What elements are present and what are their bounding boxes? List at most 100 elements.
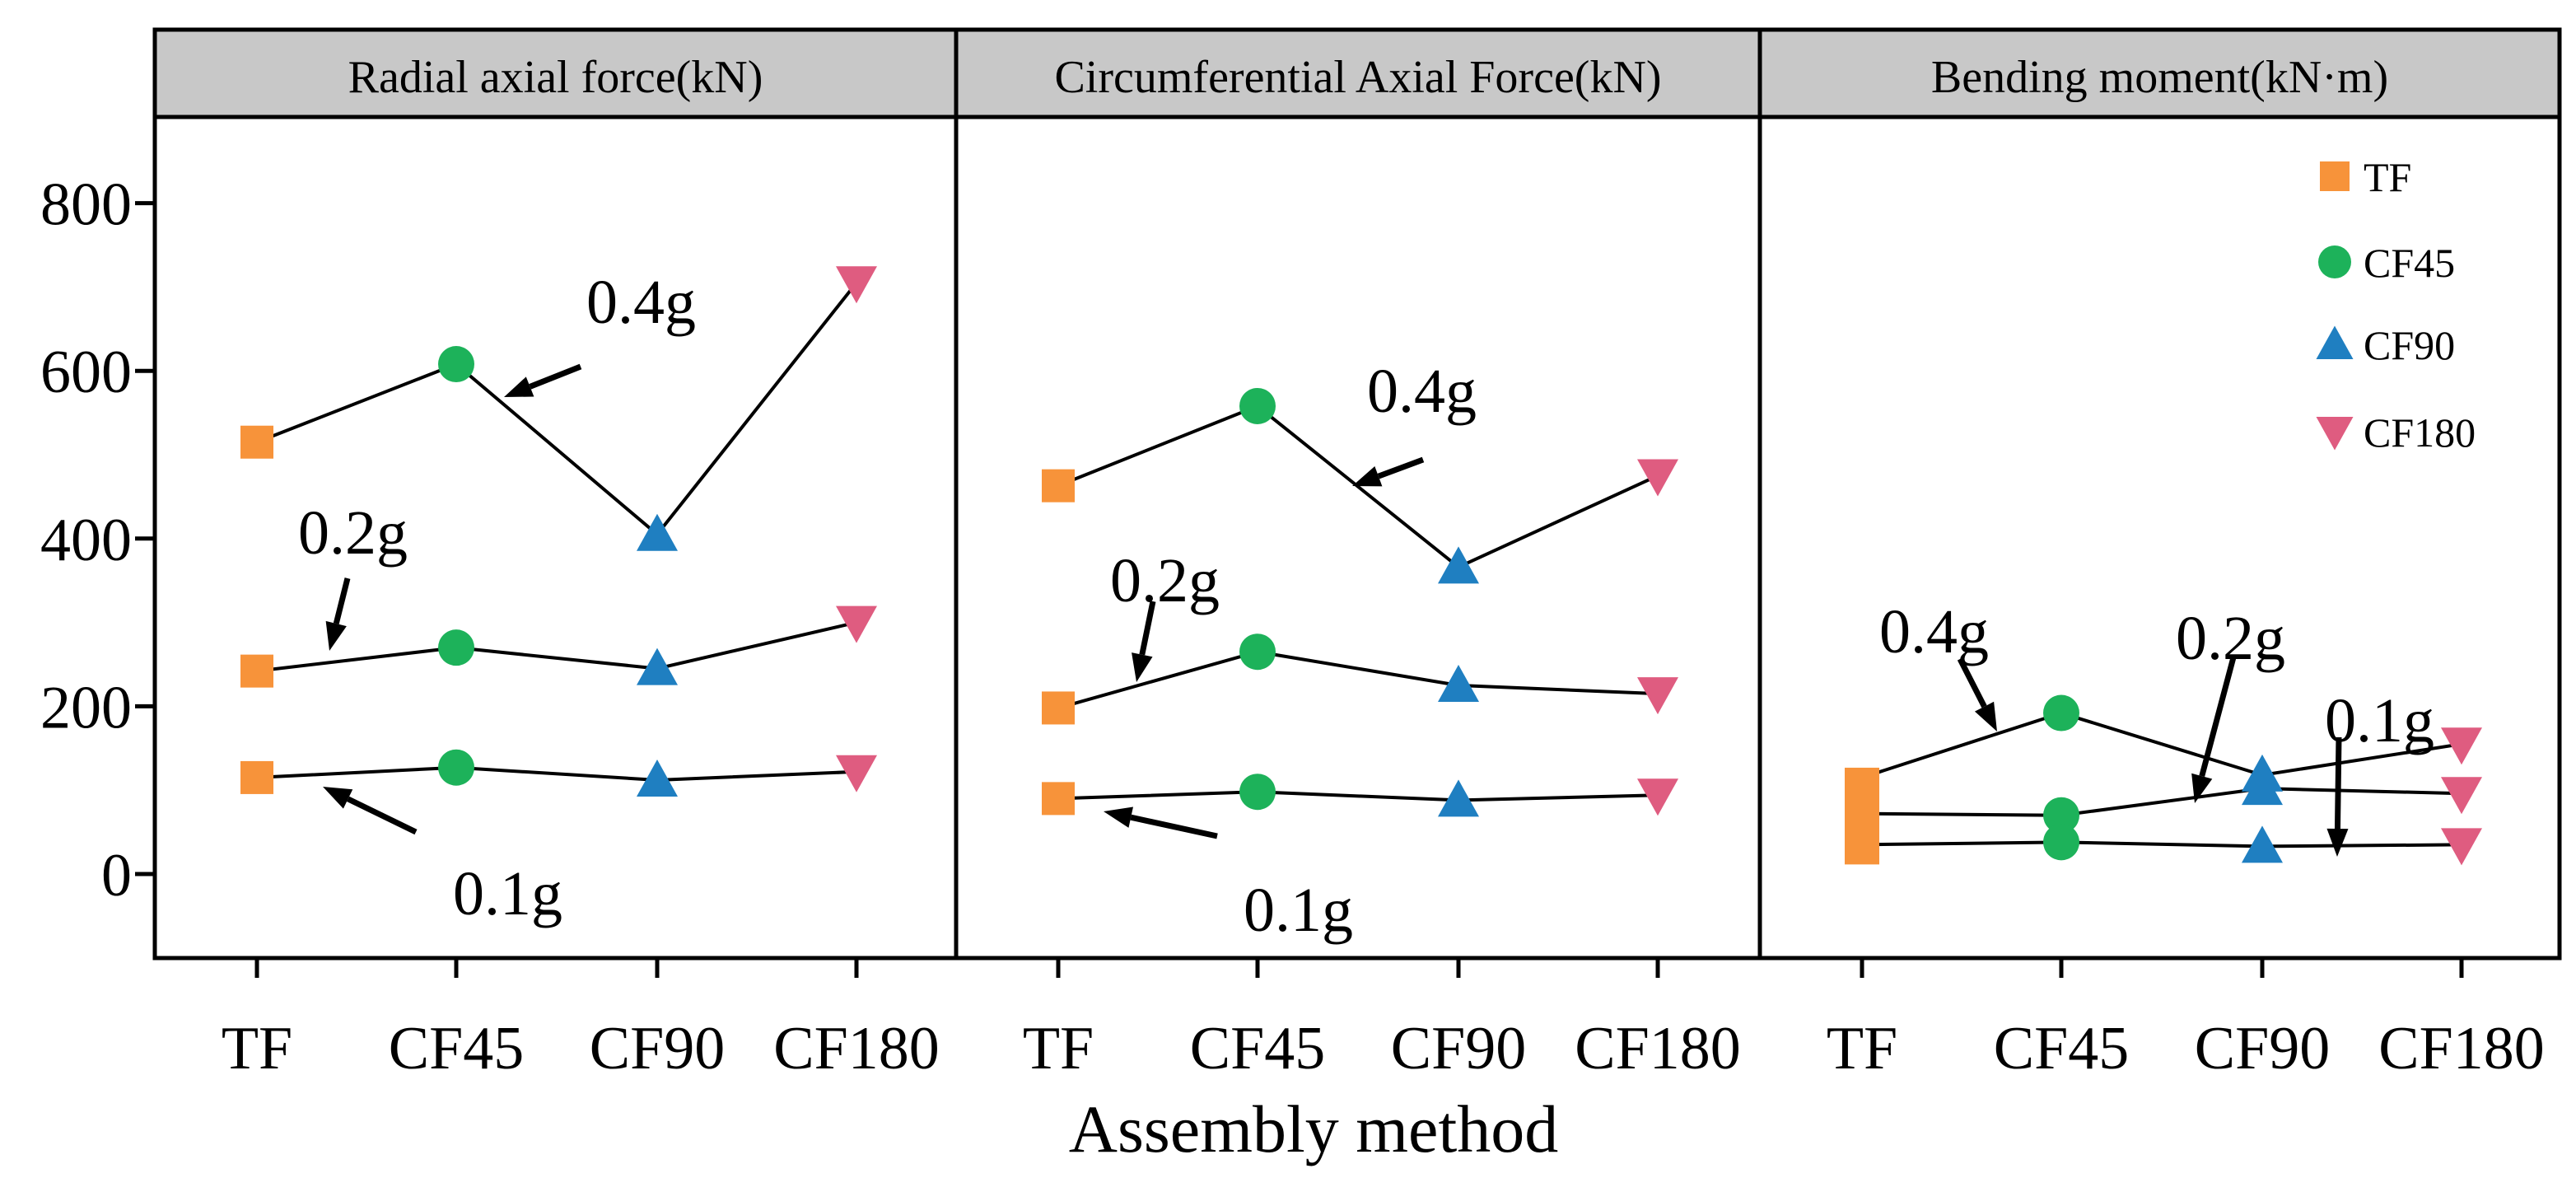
- y-tick-label: 200: [40, 674, 132, 741]
- annotation-label: 0.4g: [586, 268, 696, 337]
- x-tick-label: TF: [222, 1015, 292, 1082]
- annotation-arrow: [347, 796, 418, 835]
- x-tick-label: TF: [1827, 1015, 1897, 1082]
- annotation-arrows: [323, 363, 2349, 857]
- y-tick-label: 800: [40, 171, 132, 239]
- annotation-label: 0.2g: [298, 498, 408, 568]
- marker-triangle-up: [2242, 768, 2283, 806]
- panel-title: Bending moment(kN·m): [1931, 52, 2388, 103]
- annotation-arrowhead: [325, 620, 347, 651]
- series-line: [1861, 840, 2462, 848]
- annotation-arrowhead: [1974, 701, 1997, 732]
- panel-title: Radial axial force(kN): [348, 52, 763, 103]
- legend-label: TF: [2364, 154, 2411, 200]
- y-tick-label: 400: [40, 507, 132, 574]
- marker-circle: [1239, 633, 1276, 671]
- annotation-arrow: [2199, 657, 2237, 778]
- legend-label: CF180: [2364, 409, 2476, 456]
- annotation-arrow: [2334, 736, 2342, 830]
- x-tick-label: CF180: [2378, 1015, 2545, 1082]
- marker-triangle-up: [1438, 664, 1479, 702]
- y-tick-label: 0: [101, 842, 132, 909]
- marker-triangle-down: [2441, 727, 2482, 765]
- series-line: [256, 620, 857, 673]
- annotation-arrow: [529, 363, 582, 390]
- marker-circle: [2043, 694, 2079, 732]
- marker-circle: [438, 749, 474, 786]
- annotation-label: 0.1g: [2325, 686, 2434, 755]
- marker-triangle-down: [1637, 778, 1678, 816]
- marker-triangle-down: [836, 605, 877, 643]
- marker-triangle-down: [2441, 777, 2482, 815]
- marker-circle: [438, 346, 474, 383]
- panel-headers: [152, 27, 2562, 119]
- legend-label: CF45: [2364, 240, 2455, 286]
- marker-triangle-down: [1637, 677, 1678, 715]
- marker-square: [1042, 691, 1075, 725]
- marker-square: [1845, 767, 1879, 865]
- annotation-arrowhead: [504, 376, 534, 397]
- series-line: [1057, 404, 1659, 569]
- annotation-arrow: [1130, 814, 1218, 839]
- annotation-label: 0.4g: [1879, 597, 1989, 666]
- marker-square: [1042, 469, 1075, 503]
- legend: TF CF45 CF90 CF180: [2316, 154, 2476, 456]
- annotation-label: 0.1g: [453, 859, 562, 928]
- panel-header-bg: [954, 27, 1762, 119]
- data-markers: [240, 266, 2482, 866]
- annotation-arrowhead: [2191, 773, 2213, 803]
- x-tick-label: CF45: [1190, 1015, 1326, 1082]
- marker-square: [240, 425, 273, 459]
- marker-triangle-up: [637, 647, 678, 685]
- series-line: [1861, 711, 2462, 779]
- annotation-label: 0.2g: [1110, 546, 1220, 615]
- legend-label: CF90: [2364, 322, 2455, 368]
- x-tick-label: CF90: [2195, 1015, 2331, 1082]
- marker-triangle-down: [836, 266, 877, 304]
- annotation-arrow: [1377, 456, 1425, 479]
- marker-circle: [2043, 824, 2079, 861]
- annotation-arrowhead: [1104, 806, 1133, 828]
- annotation-arrowhead: [1352, 465, 1383, 487]
- panel-header-bg: [152, 27, 959, 119]
- annotation-arrow: [1957, 657, 1987, 708]
- plot-frames: [135, 115, 2562, 978]
- marker-circle: [2318, 245, 2351, 278]
- annotation-arrowhead: [1132, 652, 1153, 682]
- marker-circle: [1239, 387, 1276, 424]
- x-tick-label: CF45: [389, 1015, 525, 1082]
- series-line: [1057, 650, 1659, 710]
- series-line: [1861, 787, 2462, 817]
- marker-square: [2320, 161, 2350, 191]
- marker-triangle-up: [1438, 546, 1479, 584]
- annotation-arrowhead: [323, 787, 353, 809]
- annotation-label: 0.1g: [1244, 876, 1353, 945]
- x-axis-title: Assembly method: [1069, 1091, 1558, 1166]
- y-tick-label: 600: [40, 339, 132, 406]
- x-tick-label: CF180: [773, 1015, 940, 1082]
- marker-triangle-down: [2441, 828, 2482, 866]
- annotation-arrow: [333, 577, 351, 624]
- marker-circle: [1239, 774, 1276, 811]
- marker-triangle-up: [637, 759, 678, 797]
- x-tick-label: CF45: [1994, 1015, 2130, 1082]
- annotation-label: 0.2g: [2176, 604, 2285, 673]
- marker-circle: [2043, 797, 2079, 834]
- annotation-arrowhead: [2326, 828, 2349, 857]
- x-tick-label: CF90: [590, 1015, 726, 1082]
- plot-frame: [152, 115, 2562, 961]
- series-lines: [256, 282, 2462, 848]
- chart-text: Radial axial force(kN) Circumferential Ax…: [40, 52, 2545, 1166]
- annotation-arrow: [1139, 601, 1156, 656]
- x-tick-label: TF: [1023, 1015, 1094, 1082]
- annotation-label: 0.4g: [1367, 357, 1477, 426]
- series-line: [256, 282, 858, 537]
- panel-title: Circumferential Axial Force(kN): [1054, 52, 1661, 103]
- marker-square: [1042, 782, 1075, 816]
- marker-triangle-down: [2316, 417, 2354, 451]
- x-tick-label: CF90: [1391, 1015, 1527, 1082]
- series-line: [1057, 790, 1659, 802]
- marker-triangle-up: [2316, 325, 2354, 359]
- marker-circle: [438, 629, 474, 666]
